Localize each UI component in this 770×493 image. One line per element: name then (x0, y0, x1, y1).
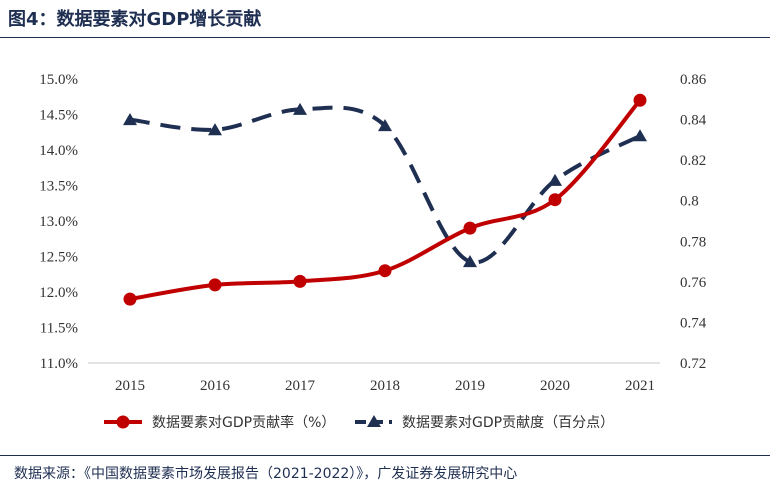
data-point (633, 129, 647, 142)
x-tick-label: 2020 (540, 378, 570, 394)
data-point (293, 102, 307, 115)
y-left-tick-label: 14.5% (39, 108, 78, 124)
data-point (378, 119, 392, 132)
y-right-tick-label: 0.76 (680, 275, 707, 291)
x-tick-label: 2021 (625, 378, 655, 394)
line-chart: 11.0% 11.5% 12.0% 12.5% 13.0% 13.5% 14.0% 14.5%… (39, 72, 707, 431)
top-divider (0, 37, 770, 38)
y-left-tick-label: 13.5% (39, 179, 78, 195)
data-point (548, 173, 562, 186)
data-point (293, 274, 307, 288)
y-left-tick-label: 14.0% (39, 143, 78, 159)
y-left-tick-label: 13.0% (39, 214, 78, 230)
y-left-tick-label: 12.5% (39, 250, 78, 266)
y-right-tick-label: 0.82 (680, 153, 706, 169)
legend-marker-rate (116, 415, 130, 429)
x-tick-label: 2018 (370, 378, 400, 394)
y-right-tick-label: 0.86 (680, 72, 707, 88)
source-note: 数据来源：《中国数据要素市场发展报告（2021-2022）》，广发证券发展研究中… (14, 466, 518, 482)
y-left-tick-label: 15.0% (39, 72, 78, 88)
data-point (208, 278, 222, 292)
bottom-divider (0, 455, 770, 456)
data-point (208, 123, 222, 136)
data-point (123, 112, 137, 126)
figure-title: 图4：数据要素对GDP增长贡献 (8, 9, 262, 30)
y-right-tick-label: 0.72 (680, 356, 706, 372)
y-left-tick-label: 11.5% (40, 321, 78, 337)
y-left-tick-label: 12.0% (39, 285, 78, 301)
legend-marker-degree (367, 415, 381, 427)
y-right-tick-label: 0.78 (680, 234, 706, 250)
data-point (633, 93, 647, 107)
x-tick-label: 2017 (285, 378, 316, 394)
chart-series (123, 93, 647, 306)
data-point (548, 193, 562, 207)
x-tick-label: 2016 (200, 378, 231, 394)
y-right-tick-label: 0.74 (680, 315, 707, 331)
chart-legend: 数据要素对GDP贡献率（%） 数据要素对GDP贡献度（百分点） (104, 414, 614, 431)
y-left-tick-label: 11.0% (40, 356, 78, 372)
series-contribution-rate (123, 93, 647, 306)
legend-label-rate: 数据要素对GDP贡献率（%） (152, 414, 335, 431)
x-tick-label: 2015 (115, 378, 145, 394)
data-point (378, 264, 392, 278)
chart-axes: 11.0% 11.5% 12.0% 12.5% 13.0% 13.5% 14.0% 14.5%… (39, 72, 707, 394)
y-right-tick-label: 0.8 (680, 194, 699, 210)
legend-label-degree: 数据要素对GDP贡献度（百分点） (402, 415, 614, 431)
x-tick-label: 2019 (455, 378, 485, 394)
data-point (463, 221, 477, 235)
data-point (123, 292, 137, 306)
series-contribution-degree (123, 102, 647, 268)
data-point (463, 254, 477, 268)
y-right-tick-label: 0.84 (680, 113, 707, 129)
